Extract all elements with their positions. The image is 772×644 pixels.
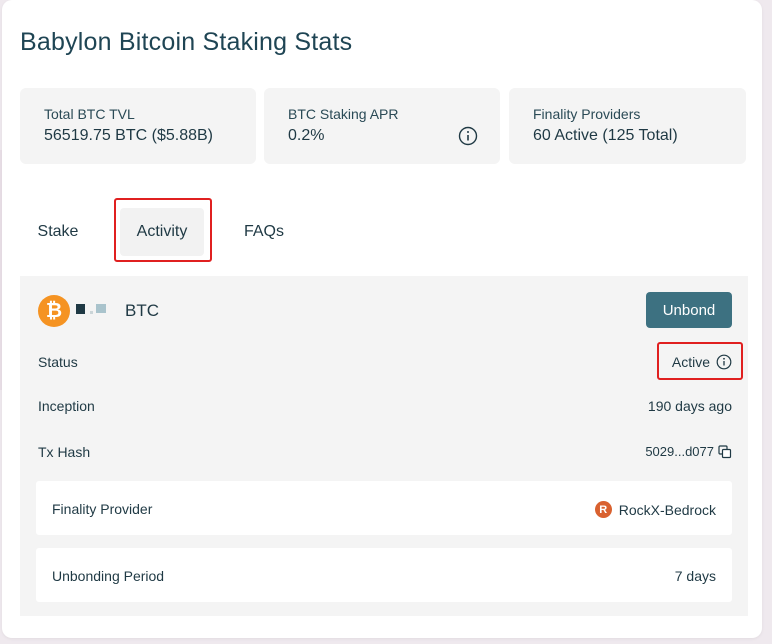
finality-provider-value[interactable]: R RockX-Bedrock [594, 501, 716, 518]
tx-hash-label: Tx Hash [38, 444, 91, 460]
info-icon[interactable] [458, 126, 478, 146]
tx-hash-value: 5029...d077 [645, 444, 732, 459]
inception-value: 190 days ago [647, 398, 732, 414]
stat-total-btc-tvl: Total BTC TVL 56519.75 BTC ($5.88B) [20, 88, 256, 164]
stat-label: Total BTC TVL [44, 106, 135, 122]
status-value: Active [672, 354, 732, 370]
stat-label: BTC Staking APR [288, 106, 399, 122]
finality-provider-name: RockX-Bedrock [618, 501, 716, 518]
stat-value: 0.2% [288, 127, 325, 144]
status-label: Status [38, 354, 78, 370]
tab-bar: Stake Activity FAQs [20, 198, 420, 266]
tab-activity[interactable]: Activity [120, 208, 204, 256]
stats-row: Total BTC TVL 56519.75 BTC ($5.88B) BTC … [20, 88, 746, 164]
status-text: Active [671, 354, 710, 370]
stat-label: Finality Providers [533, 106, 641, 122]
bitcoin-icon: ₿ [38, 295, 70, 327]
tab-faqs[interactable]: FAQs [243, 223, 284, 240]
stat-btc-staking-apr: BTC Staking APR 0.2% [264, 88, 500, 164]
page-title: Babylon Bitcoin Staking Stats [20, 28, 353, 56]
unbonding-period-label: Unbonding Period [52, 568, 165, 584]
tx-hash-text: 5029...d077 [645, 444, 714, 459]
stat-finality-providers: Finality Providers 60 Active (125 Total) [509, 88, 746, 164]
finality-provider-label: Finality Provider [52, 501, 153, 517]
provider-logo-icon: R [594, 501, 612, 518]
unbond-button[interactable]: Unbond [646, 292, 732, 328]
highlight-box-tab [114, 198, 212, 262]
staking-stats-card: Babylon Bitcoin Staking Stats Total BTC … [2, 0, 762, 638]
finality-provider-card: Finality Provider R RockX-Bedrock [36, 481, 732, 535]
inception-label: Inception [38, 398, 95, 414]
tab-stake[interactable]: Stake [37, 223, 79, 240]
unbonding-period-value: 7 days [674, 568, 716, 584]
masked-amount [96, 304, 106, 313]
stat-value: 56519.75 BTC ($5.88B) [44, 127, 213, 144]
asset-label: BTC [125, 301, 159, 320]
highlight-box-status [657, 342, 743, 380]
activity-panel: ₿ BTC Unbond Status Active Inception 190… [20, 276, 748, 616]
masked-amount [76, 304, 85, 314]
unbonding-period-card: Unbonding Period 7 days [36, 548, 732, 602]
info-icon[interactable] [716, 354, 732, 370]
masked-amount [90, 311, 93, 314]
copy-icon[interactable] [718, 444, 732, 459]
stat-value: 60 Active (125 Total) [533, 127, 678, 144]
